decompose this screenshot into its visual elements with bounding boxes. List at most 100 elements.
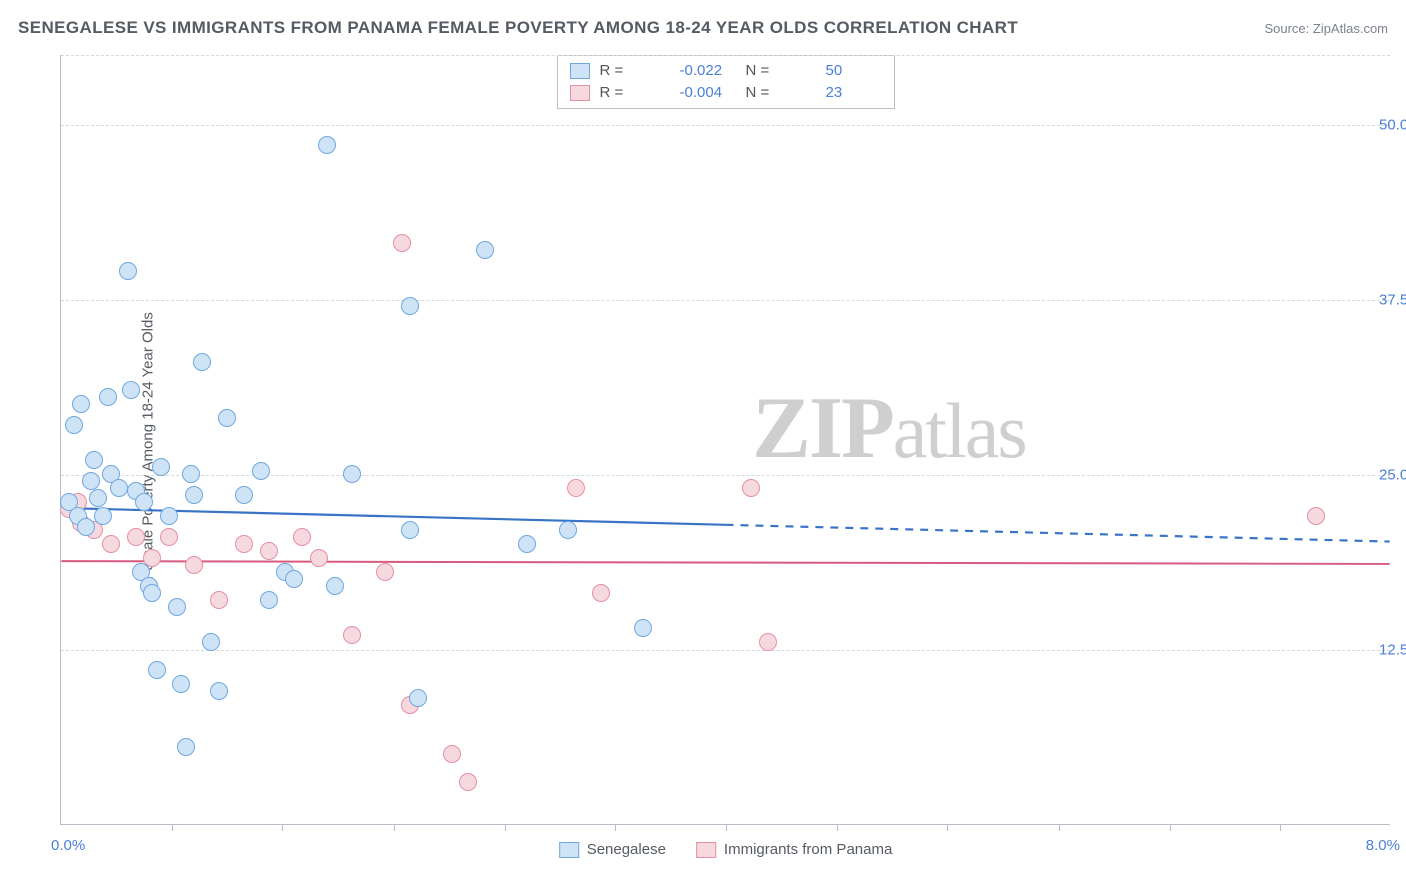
n-label: N = bbox=[746, 60, 816, 82]
data-point-senegalese bbox=[476, 241, 494, 259]
r-label: R = bbox=[600, 82, 670, 104]
r-value-senegalese: -0.022 bbox=[680, 60, 736, 82]
data-point-senegalese bbox=[318, 136, 336, 154]
data-point-panama bbox=[1307, 507, 1325, 525]
trend-lines-layer bbox=[61, 55, 1390, 824]
data-point-senegalese bbox=[152, 458, 170, 476]
data-point-senegalese bbox=[210, 682, 228, 700]
data-point-senegalese bbox=[89, 489, 107, 507]
data-point-senegalese bbox=[185, 486, 203, 504]
data-point-senegalese bbox=[122, 381, 140, 399]
legend-row-panama: R = -0.004 N = 23 bbox=[570, 82, 882, 104]
x-tick bbox=[172, 824, 173, 831]
data-point-senegalese bbox=[559, 521, 577, 539]
chart-title: SENEGALESE VS IMMIGRANTS FROM PANAMA FEM… bbox=[18, 18, 1018, 38]
swatch-panama bbox=[570, 85, 590, 101]
legend-correlation-box: R = -0.022 N = 50 R = -0.004 N = 23 bbox=[557, 55, 895, 109]
data-point-senegalese bbox=[72, 395, 90, 413]
data-point-senegalese bbox=[143, 584, 161, 602]
data-point-senegalese bbox=[285, 570, 303, 588]
data-point-senegalese bbox=[77, 518, 95, 536]
data-point-senegalese bbox=[252, 462, 270, 480]
legend-label-panama: Immigrants from Panama bbox=[724, 841, 892, 858]
data-point-panama bbox=[260, 542, 278, 560]
data-point-senegalese bbox=[135, 493, 153, 511]
data-point-senegalese bbox=[326, 577, 344, 595]
data-point-senegalese bbox=[235, 486, 253, 504]
legend-item-senegalese: Senegalese bbox=[559, 841, 666, 858]
x-axis-max-label: 8.0% bbox=[1366, 837, 1400, 854]
x-tick bbox=[1280, 824, 1281, 831]
gridline bbox=[61, 125, 1390, 126]
data-point-panama bbox=[293, 528, 311, 546]
gridline bbox=[61, 650, 1390, 651]
data-point-senegalese bbox=[218, 409, 236, 427]
legend-row-senegalese: R = -0.022 N = 50 bbox=[570, 60, 882, 82]
data-point-senegalese bbox=[182, 465, 200, 483]
data-point-panama bbox=[235, 535, 253, 553]
x-tick bbox=[1170, 824, 1171, 831]
data-point-senegalese bbox=[177, 738, 195, 756]
legend-item-panama: Immigrants from Panama bbox=[696, 841, 892, 858]
data-point-senegalese bbox=[168, 598, 186, 616]
data-point-senegalese bbox=[401, 521, 419, 539]
data-point-senegalese bbox=[172, 675, 190, 693]
data-point-senegalese bbox=[343, 465, 361, 483]
x-tick bbox=[505, 824, 506, 831]
gridline bbox=[61, 55, 1390, 56]
n-label: N = bbox=[746, 82, 816, 104]
x-tick bbox=[947, 824, 948, 831]
data-point-panama bbox=[127, 528, 145, 546]
data-point-panama bbox=[160, 528, 178, 546]
x-axis-min-label: 0.0% bbox=[51, 837, 85, 854]
watermark-text: ZIPatlas bbox=[752, 378, 1026, 479]
swatch-senegalese bbox=[570, 63, 590, 79]
data-point-panama bbox=[310, 549, 328, 567]
data-point-panama bbox=[742, 479, 760, 497]
data-point-senegalese bbox=[160, 507, 178, 525]
data-point-senegalese bbox=[148, 661, 166, 679]
data-point-senegalese bbox=[99, 388, 117, 406]
data-point-panama bbox=[759, 633, 777, 651]
n-value-senegalese: 50 bbox=[826, 60, 882, 82]
x-tick bbox=[282, 824, 283, 831]
data-point-panama bbox=[102, 535, 120, 553]
data-point-senegalese bbox=[634, 619, 652, 637]
x-tick bbox=[394, 824, 395, 831]
data-point-senegalese bbox=[94, 507, 112, 525]
y-tick-label: 12.5% bbox=[1379, 642, 1406, 659]
data-point-panama bbox=[443, 745, 461, 763]
data-point-senegalese bbox=[110, 479, 128, 497]
swatch-panama bbox=[696, 842, 716, 858]
x-tick bbox=[837, 824, 838, 831]
r-label: R = bbox=[600, 60, 670, 82]
n-value-panama: 23 bbox=[826, 82, 882, 104]
swatch-senegalese bbox=[559, 842, 579, 858]
y-tick-label: 50.0% bbox=[1379, 117, 1406, 134]
y-tick-label: 37.5% bbox=[1379, 292, 1406, 309]
data-point-senegalese bbox=[193, 353, 211, 371]
legend-series-box: Senegalese Immigrants from Panama bbox=[559, 841, 893, 858]
chart-plot-area: ZIPatlas R = -0.022 N = 50 R = -0.004 N … bbox=[60, 55, 1390, 825]
data-point-panama bbox=[343, 626, 361, 644]
data-point-senegalese bbox=[409, 689, 427, 707]
data-point-panama bbox=[567, 479, 585, 497]
data-point-panama bbox=[376, 563, 394, 581]
data-point-senegalese bbox=[202, 633, 220, 651]
x-tick bbox=[615, 824, 616, 831]
data-point-senegalese bbox=[260, 591, 278, 609]
source-label: Source: ZipAtlas.com bbox=[1264, 21, 1388, 36]
data-point-panama bbox=[393, 234, 411, 252]
data-point-senegalese bbox=[82, 472, 100, 490]
data-point-panama bbox=[210, 591, 228, 609]
x-tick bbox=[1059, 824, 1060, 831]
gridline bbox=[61, 300, 1390, 301]
data-point-senegalese bbox=[401, 297, 419, 315]
data-point-panama bbox=[592, 584, 610, 602]
r-value-panama: -0.004 bbox=[680, 82, 736, 104]
data-point-panama bbox=[185, 556, 203, 574]
data-point-senegalese bbox=[518, 535, 536, 553]
y-tick-label: 25.0% bbox=[1379, 467, 1406, 484]
data-point-senegalese bbox=[85, 451, 103, 469]
data-point-panama bbox=[459, 773, 477, 791]
